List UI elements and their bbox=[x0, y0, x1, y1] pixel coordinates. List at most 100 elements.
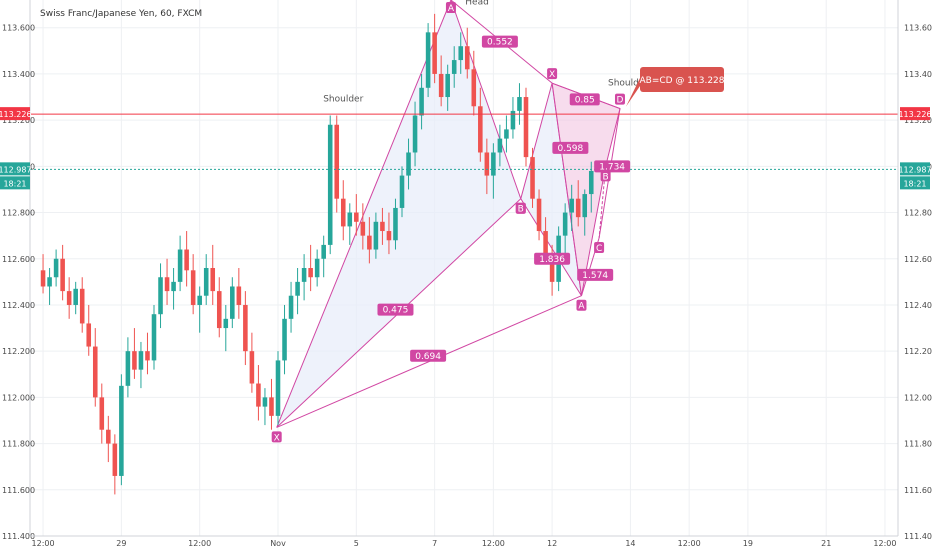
ratio-label: 0.552 bbox=[487, 38, 513, 48]
y-tick-label-left: 111.600 bbox=[2, 486, 35, 495]
candle-body bbox=[269, 397, 274, 416]
pattern-annotation: Head bbox=[465, 0, 489, 8]
x-tick-label: 7 bbox=[432, 539, 437, 548]
candle-body bbox=[575, 198, 581, 218]
price-line-badge-right: 113.226 bbox=[898, 110, 931, 119]
y-tick-label-right: 112.000 bbox=[904, 393, 932, 402]
candle-body bbox=[197, 295, 202, 305]
candle-body bbox=[223, 318, 229, 329]
ratio-label-bg bbox=[377, 303, 414, 316]
ratio-label-bg bbox=[534, 252, 571, 265]
candle-body bbox=[484, 152, 490, 176]
pattern-labels: XABXBABCD0.5520.850.5981.7341.8361.5740.… bbox=[271, 0, 725, 443]
candle-body bbox=[262, 397, 268, 407]
candle-body bbox=[478, 106, 483, 153]
candle-body bbox=[210, 268, 216, 292]
candle-body bbox=[562, 212, 568, 236]
candle-body bbox=[92, 346, 98, 398]
y-tick-label-right: 112.400 bbox=[904, 301, 932, 310]
y-tick-label-right: 111.400 bbox=[904, 532, 932, 541]
candle-body bbox=[138, 351, 144, 370]
candle-body bbox=[158, 277, 163, 315]
candle-body bbox=[86, 323, 92, 347]
candle-body bbox=[451, 60, 457, 74]
point-label: C bbox=[596, 244, 602, 254]
candle-body bbox=[354, 212, 359, 222]
candle-body bbox=[230, 286, 235, 319]
y-tick-label-right: 113.600 bbox=[904, 24, 932, 33]
y-tick-label-right: 112.600 bbox=[904, 255, 932, 264]
x-tick-label: 19 bbox=[743, 539, 753, 548]
y-tick-label-right: 111.600 bbox=[904, 486, 932, 495]
countdown-badge-right-bg bbox=[900, 176, 930, 190]
price-line-badge-left: 113.226 bbox=[0, 110, 32, 119]
x-tick-label: 29 bbox=[116, 539, 126, 548]
ratio-label-bg bbox=[569, 93, 600, 106]
candle-body bbox=[582, 194, 588, 218]
chart-title: Swiss Franc/Japanese Yen, 60, FXCM bbox=[40, 9, 202, 19]
price-line-badge-left-bg bbox=[0, 107, 30, 121]
candle-body bbox=[504, 129, 509, 139]
callout-bg bbox=[640, 67, 724, 92]
candle-body bbox=[47, 277, 52, 287]
x-tick-label: 5 bbox=[354, 539, 359, 548]
candle-body bbox=[373, 221, 379, 250]
candle-body bbox=[360, 221, 366, 236]
point-label: X bbox=[549, 70, 555, 80]
candle-body bbox=[190, 270, 196, 305]
candle-body bbox=[256, 383, 261, 407]
current-price-badge-right-bg bbox=[900, 162, 930, 176]
candle-body bbox=[106, 429, 111, 444]
y-tick-label-right: 112.200 bbox=[904, 347, 932, 356]
candle-body bbox=[445, 73, 450, 98]
candle-body bbox=[53, 258, 59, 278]
y-tick-label-right: 112.800 bbox=[904, 209, 932, 218]
price-lines bbox=[30, 113, 898, 170]
point-label: A bbox=[578, 302, 585, 312]
ratio-label-bg bbox=[552, 141, 589, 154]
candle-body bbox=[132, 351, 137, 370]
candle-body bbox=[203, 268, 209, 296]
point-label: B bbox=[603, 172, 609, 182]
point-label: X bbox=[274, 433, 280, 443]
point-label-bg bbox=[515, 202, 526, 214]
x-tick-label: 12:00 bbox=[873, 539, 896, 548]
candle-body bbox=[171, 281, 176, 292]
ratio-label: 0.694 bbox=[415, 352, 441, 362]
candle-body bbox=[464, 46, 470, 70]
candle-body bbox=[549, 254, 555, 282]
callout-pointer bbox=[625, 78, 640, 107]
candle-body bbox=[412, 115, 418, 153]
candle-body bbox=[184, 249, 189, 271]
candle-body bbox=[66, 291, 72, 305]
point-label-bg bbox=[614, 93, 625, 105]
candle-body bbox=[73, 288, 78, 305]
candle-body bbox=[406, 152, 411, 176]
candle-body bbox=[497, 138, 503, 153]
xabcd-pattern[interactable] bbox=[276, 0, 621, 428]
candle-body bbox=[432, 32, 437, 74]
y-tick-label-left: 112.600 bbox=[2, 255, 35, 264]
point-label: B bbox=[518, 205, 524, 215]
candle-body bbox=[301, 268, 307, 282]
candle-body bbox=[125, 351, 131, 386]
y-tick-label-left: 111.800 bbox=[2, 440, 35, 449]
y-tick-label-right: 111.800 bbox=[904, 440, 932, 449]
ratio-label: 0.85 bbox=[575, 95, 595, 105]
candle-body bbox=[419, 87, 424, 116]
pattern-annotation: Shoulder bbox=[323, 95, 363, 105]
x-tick-label: 12:00 bbox=[32, 539, 55, 548]
candle-body bbox=[60, 258, 65, 292]
point-label-bg bbox=[594, 241, 605, 253]
y-tick-label-left: 111.400 bbox=[2, 532, 35, 541]
candle-body bbox=[275, 360, 281, 416]
x-tick-label: 14 bbox=[625, 539, 635, 548]
current-price-badge-left: 112.987 bbox=[0, 165, 32, 174]
candle-body bbox=[536, 198, 542, 232]
candle-body bbox=[314, 258, 320, 278]
candle-body bbox=[249, 351, 255, 384]
countdown-badge-right: 18:21 bbox=[903, 179, 926, 188]
x-tick-label: 12:00 bbox=[188, 539, 211, 548]
